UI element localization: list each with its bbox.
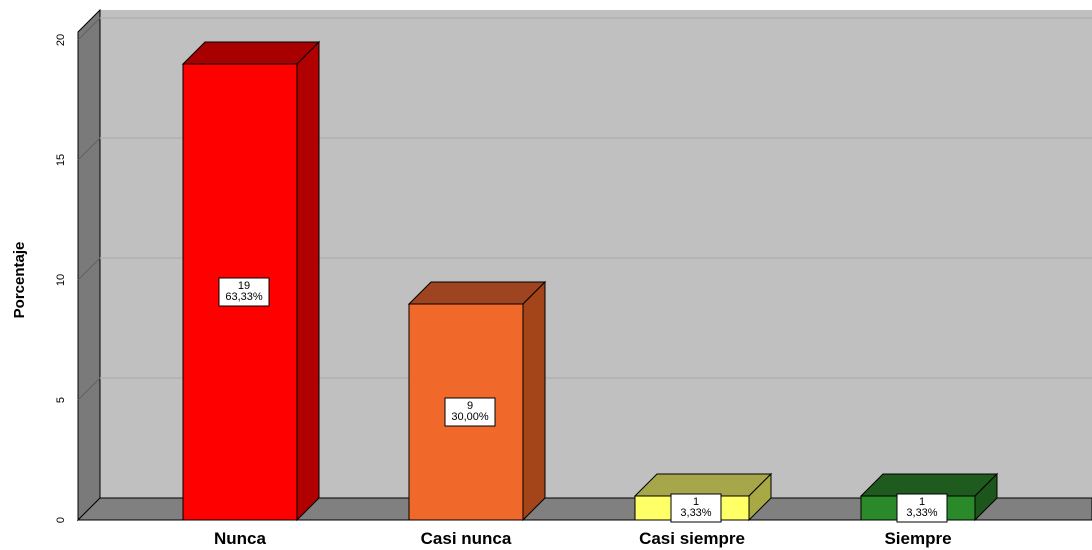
data-label-box bbox=[218, 277, 270, 307]
gridline-side bbox=[77, 17, 101, 41]
y-tick-label: 10 bbox=[55, 274, 67, 286]
bar-side bbox=[974, 472, 998, 522]
gridline-side bbox=[77, 257, 101, 281]
data-label-box bbox=[896, 493, 948, 523]
data-label-percent: 30,00% bbox=[451, 411, 489, 423]
x-tick-label: Casi siempre bbox=[639, 529, 745, 548]
bar-side bbox=[522, 280, 546, 522]
data-label-percent: 63,33% bbox=[225, 291, 263, 303]
gridline-side bbox=[77, 377, 101, 401]
data-label-count: 9 bbox=[467, 400, 473, 412]
data-label-box bbox=[670, 493, 722, 523]
y-axis-label: Porcentaje bbox=[11, 242, 28, 319]
gridline-side bbox=[77, 137, 101, 161]
x-tick-label: Nunca bbox=[214, 529, 267, 548]
bar-top bbox=[407, 281, 547, 305]
y-tick-label: 20 bbox=[55, 34, 67, 46]
x-tick-label: Casi nunca bbox=[421, 529, 512, 548]
data-label-count: 1 bbox=[919, 496, 925, 508]
bar-3 bbox=[633, 472, 773, 522]
x-tick-label: Siempre bbox=[884, 529, 951, 548]
chart-floor bbox=[76, 497, 1092, 521]
data-label-box bbox=[444, 397, 496, 427]
bar-top bbox=[181, 41, 321, 65]
data-label-percent: 3,33% bbox=[680, 507, 711, 519]
bar-top bbox=[633, 473, 773, 497]
bar-top bbox=[859, 473, 999, 497]
side-wall bbox=[77, 8, 101, 522]
y-tick-label: 5 bbox=[55, 397, 67, 403]
bar-side bbox=[296, 40, 320, 522]
y-tick-label: 15 bbox=[55, 154, 67, 166]
data-label-percent: 3,33% bbox=[906, 507, 937, 519]
data-label-count: 1 bbox=[693, 496, 699, 508]
back-wall bbox=[100, 10, 1092, 498]
bar-side bbox=[748, 472, 772, 522]
y-tick-label: 0 bbox=[55, 517, 67, 523]
data-label-count: 19 bbox=[238, 280, 250, 292]
